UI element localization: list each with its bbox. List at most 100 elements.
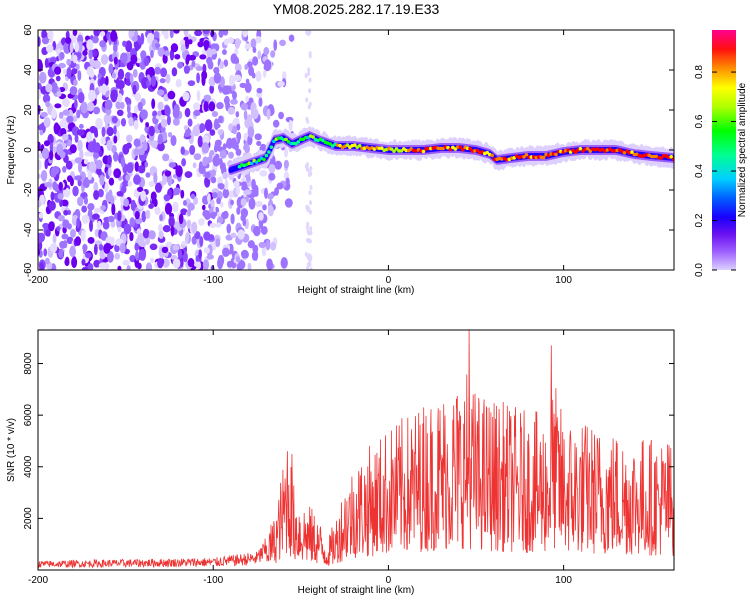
x-tick-label: -200 bbox=[28, 575, 48, 586]
noise-cell bbox=[235, 256, 241, 263]
noise-cell bbox=[140, 50, 147, 60]
noise-cell bbox=[224, 95, 230, 106]
noise-cell bbox=[69, 144, 77, 154]
noise-cell bbox=[62, 142, 67, 150]
noise-cell bbox=[206, 254, 214, 260]
noise-cell bbox=[244, 43, 251, 50]
noise-cell bbox=[243, 110, 248, 121]
noise-cell bbox=[226, 223, 232, 234]
noise-cell bbox=[67, 209, 72, 216]
noise-cell bbox=[154, 206, 161, 215]
noise-cell bbox=[122, 40, 127, 47]
ridge-peak bbox=[267, 150, 271, 154]
noise-cell bbox=[242, 218, 247, 227]
noise-cell bbox=[82, 243, 88, 252]
noise-cell bbox=[93, 243, 98, 256]
noise-cell bbox=[38, 152, 43, 159]
noise-cell bbox=[113, 135, 118, 144]
noise-cell bbox=[211, 211, 218, 217]
noise-cell bbox=[186, 219, 192, 229]
noise-cell bbox=[82, 215, 88, 224]
noise-cell bbox=[177, 61, 183, 69]
noise-cell bbox=[230, 232, 237, 238]
noise-cell bbox=[48, 200, 56, 211]
noise-cell bbox=[148, 125, 155, 137]
noise-cell bbox=[266, 258, 273, 270]
y-tick-label: 4000 bbox=[23, 455, 34, 478]
noise-cell bbox=[194, 231, 201, 240]
noise-cell bbox=[157, 133, 163, 145]
noise-cell bbox=[254, 133, 262, 141]
noise-cell bbox=[154, 66, 161, 75]
noise-cell bbox=[198, 218, 205, 226]
noise-cell bbox=[285, 177, 290, 187]
noise-cell bbox=[162, 225, 171, 233]
ridge-peak bbox=[296, 140, 301, 144]
noise-cell bbox=[170, 135, 177, 147]
noise-cell bbox=[65, 36, 72, 44]
noise-cell bbox=[126, 265, 131, 270]
noise-cell bbox=[197, 135, 203, 148]
ridge-peak bbox=[352, 143, 357, 147]
noise-cell bbox=[213, 72, 222, 84]
noise-cell bbox=[236, 123, 241, 131]
noise-cell bbox=[74, 157, 83, 164]
noise-cell bbox=[240, 102, 249, 111]
noise-cell bbox=[267, 204, 274, 217]
noise-cell bbox=[162, 53, 168, 64]
noise-cell bbox=[255, 70, 262, 82]
noise-cell bbox=[258, 211, 264, 221]
noise-cell bbox=[88, 59, 96, 68]
noise-cell bbox=[266, 108, 271, 121]
noise-cell bbox=[210, 48, 217, 55]
noise-cell bbox=[136, 228, 141, 235]
ridge-peak bbox=[630, 150, 634, 154]
noise-cell bbox=[72, 54, 78, 64]
noise-cell bbox=[157, 89, 165, 96]
noise-cell bbox=[278, 111, 284, 120]
ridge-peak bbox=[453, 147, 458, 151]
ridge-peak bbox=[357, 144, 362, 148]
noise-cell bbox=[187, 80, 196, 87]
noise-cell bbox=[177, 248, 183, 260]
noise-cell bbox=[308, 190, 312, 196]
noise-cell bbox=[308, 256, 312, 262]
noise-cell bbox=[98, 150, 103, 158]
noise-cell bbox=[87, 89, 96, 102]
noise-cell bbox=[230, 137, 237, 149]
noise-cell bbox=[261, 245, 267, 257]
noise-cell bbox=[88, 220, 93, 232]
noise-cell bbox=[121, 185, 127, 194]
noise-cell bbox=[192, 124, 201, 137]
noise-cell bbox=[42, 94, 51, 104]
noise-cell bbox=[96, 220, 102, 230]
noise-cell bbox=[112, 151, 119, 162]
noise-cell bbox=[145, 122, 150, 128]
noise-cell bbox=[119, 101, 125, 110]
noise-cell bbox=[62, 165, 67, 173]
noise-cell bbox=[272, 119, 280, 128]
snr-x-ticks: -200 -100 0 100 bbox=[28, 330, 572, 586]
noise-cell bbox=[59, 51, 65, 60]
noise-cell bbox=[129, 232, 134, 242]
noise-cell bbox=[57, 193, 64, 200]
noise-cell bbox=[219, 162, 226, 171]
ridge-peak bbox=[475, 148, 480, 153]
noise-cell bbox=[129, 73, 134, 84]
noise-cell bbox=[38, 141, 41, 152]
noise-cell bbox=[74, 133, 79, 143]
noise-cell bbox=[168, 162, 177, 168]
noise-cell bbox=[86, 66, 94, 77]
noise-cell bbox=[77, 196, 84, 207]
noise-cell bbox=[52, 233, 57, 244]
noise-cell bbox=[76, 217, 81, 229]
noise-cell bbox=[120, 117, 127, 127]
noise-cell bbox=[86, 101, 95, 112]
noise-cell bbox=[284, 198, 293, 208]
noise-cell bbox=[41, 30, 47, 38]
noise-cell bbox=[188, 39, 193, 45]
noise-cell bbox=[106, 126, 114, 137]
noise-cell bbox=[87, 202, 95, 211]
noise-cell bbox=[247, 240, 255, 249]
